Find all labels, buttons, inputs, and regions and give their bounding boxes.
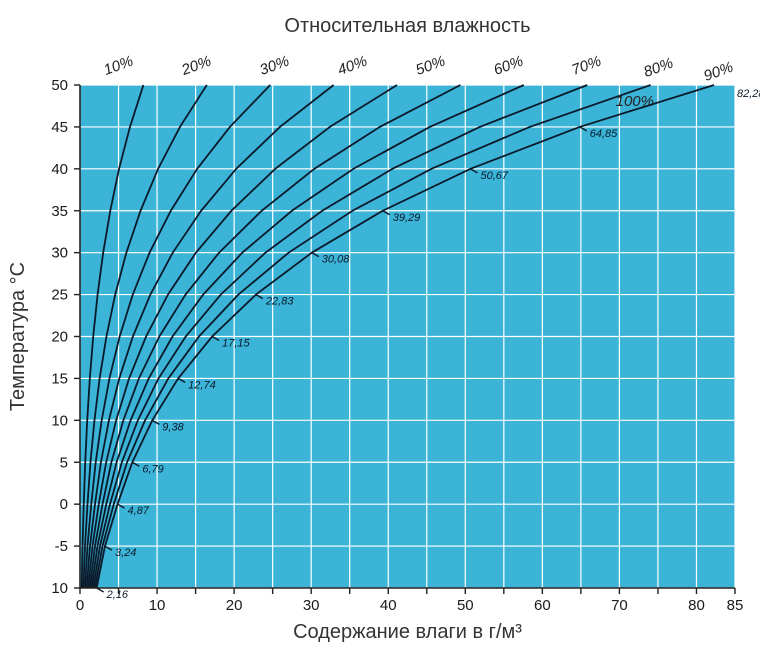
rh-label-20: 20%	[179, 53, 214, 80]
y-tick-label: 45	[51, 119, 68, 136]
rh-label-30: 30%	[257, 53, 291, 79]
rh-label-70: 70%	[569, 53, 603, 79]
x-tick-label: 80	[688, 597, 705, 614]
saturation-value: 3,24	[115, 547, 136, 559]
rh-label-60: 60%	[491, 53, 525, 79]
saturation-value: 50,67	[480, 170, 508, 182]
x-axis-label: Содержание влаги в г/м³	[293, 621, 522, 643]
y-tick-label: 10	[51, 580, 68, 597]
saturation-value-50c: 82,28	[737, 88, 760, 100]
x-tick-label: 85	[727, 597, 744, 614]
x-tick-label: 40	[380, 597, 397, 614]
rh-label-90: 90%	[701, 59, 735, 85]
saturation-value: 4,87	[128, 505, 150, 517]
rh-label-50: 50%	[413, 53, 447, 79]
saturation-value: 22,83	[265, 296, 294, 308]
y-tick-label: -5	[55, 538, 68, 555]
x-tick-labels: 0 10 20 30 40 50 60 70 80 85	[76, 597, 744, 614]
saturation-value: 64,85	[590, 128, 618, 140]
y-tick-label: 0	[60, 496, 68, 513]
y-tick-label: 20	[51, 329, 68, 346]
rh-label-100: 100%	[616, 93, 654, 110]
y-tick-label: 35	[51, 203, 68, 220]
rh-label-80: 80%	[641, 55, 675, 81]
y-tick-label: 30	[51, 245, 68, 262]
y-tick-label: 25	[51, 287, 68, 304]
y-tick-label: 5	[60, 454, 68, 471]
saturation-value: 17,15	[222, 338, 250, 350]
x-ticks	[80, 588, 735, 594]
y-tick-label: 50	[51, 77, 68, 94]
y-tick-label: 40	[51, 161, 68, 178]
chart-svg: 10% 20% 30% 40% 50% 60% 70% 80% 90% 100% 82,28 2,16…	[0, 0, 760, 651]
saturation-value: 2,16	[106, 589, 129, 601]
x-tick-label: 10	[149, 597, 166, 614]
chart-title: Относительная влажность	[284, 15, 530, 37]
saturation-value: 30,08	[322, 254, 350, 266]
saturation-value: 6,79	[142, 463, 163, 475]
y-axis-label: Температура °C	[7, 262, 29, 411]
x-tick-label: 50	[457, 597, 474, 614]
psychrometric-chart: 10% 20% 30% 40% 50% 60% 70% 80% 90% 100% 82,28 2,16…	[0, 0, 760, 651]
saturation-value: 12,74	[188, 379, 216, 391]
y-ticks	[74, 85, 80, 588]
x-tick-label: 0	[76, 597, 84, 614]
saturation-value: 39,29	[393, 212, 421, 224]
y-tick-labels: 10 -5 0 5 10 15 20 25 30 35 40 45 50	[51, 77, 68, 597]
x-tick-label: 60	[534, 597, 551, 614]
saturation-value: 9,38	[162, 421, 184, 433]
y-tick-label: 10	[51, 412, 68, 429]
rh-label-40: 40%	[335, 53, 369, 79]
x-tick-label: 20	[226, 597, 243, 614]
rh-label-10: 10%	[101, 53, 135, 79]
x-tick-label: 70	[611, 597, 628, 614]
x-tick-label: 30	[303, 597, 320, 614]
y-tick-label: 15	[51, 370, 68, 387]
